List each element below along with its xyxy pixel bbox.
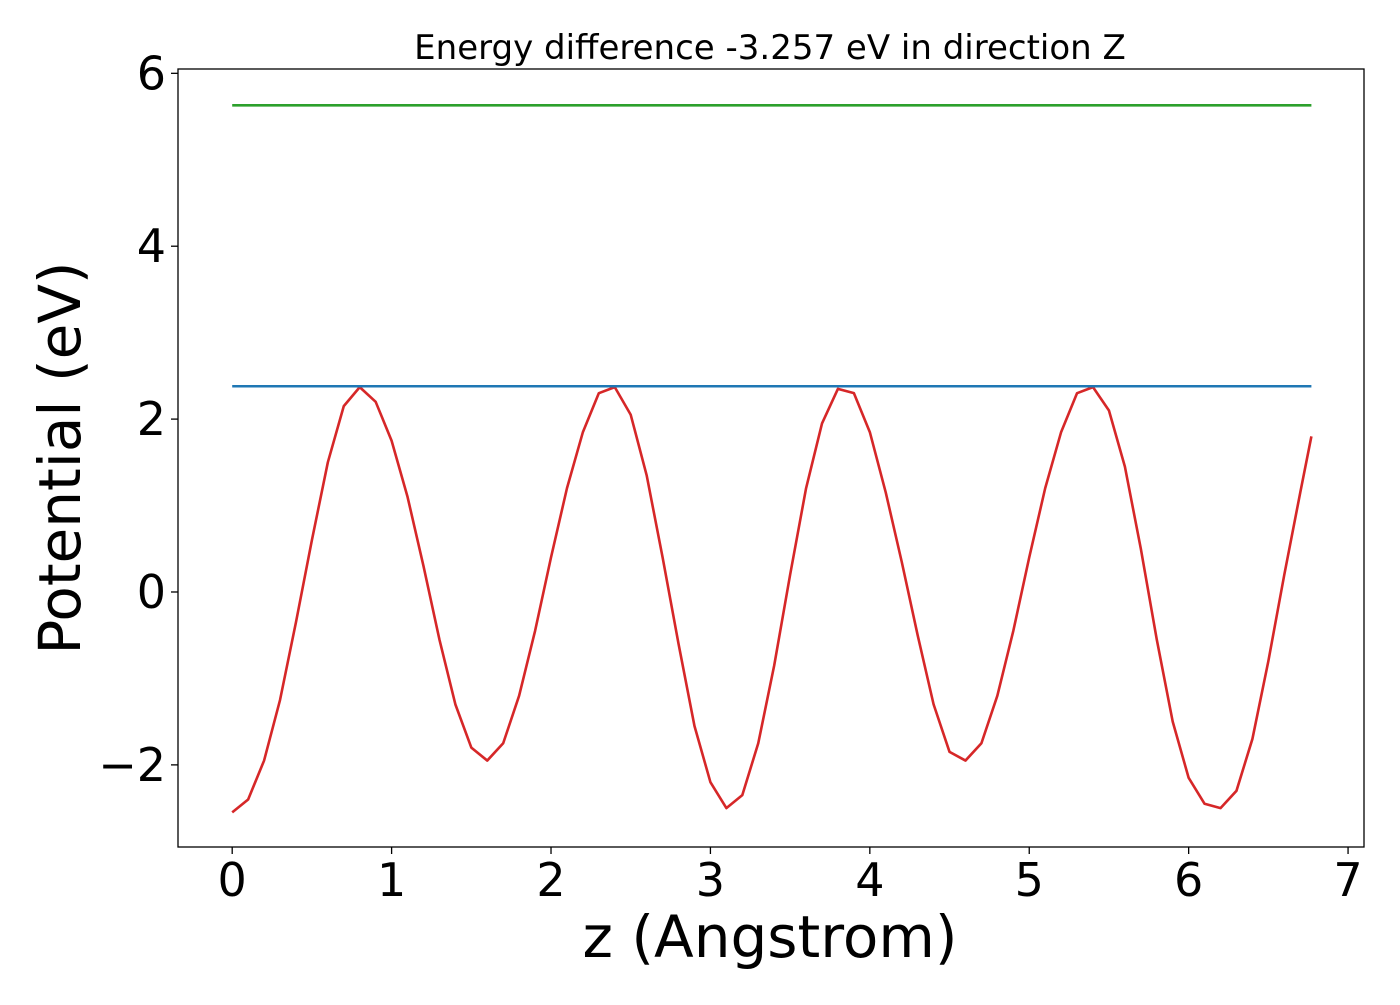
x-tick-label: 4 — [855, 853, 884, 907]
x-tick-label: 2 — [536, 853, 565, 907]
y-tick-label: −2 — [98, 738, 166, 792]
plot-area — [177, 68, 1365, 848]
x-tick-label: 1 — [377, 853, 406, 907]
series-line-1 — [231, 385, 1313, 814]
x-tick-label: 6 — [1174, 853, 1203, 907]
y-tick-label: 4 — [137, 219, 166, 273]
x-tick-label: 0 — [218, 853, 247, 907]
y-tick-label: 6 — [137, 46, 166, 100]
chart-title: Energy difference -3.257 eV in direction… — [414, 28, 1126, 68]
x-axis-ticks: 0 1 2 3 4 5 6 7 — [218, 847, 1363, 907]
y-axis-ticks: −2 0 2 4 6 — [98, 46, 178, 792]
y-tick-label: 0 — [137, 565, 166, 619]
x-tick-label: 3 — [696, 853, 725, 907]
x-axis-label: z (Angstrom) — [583, 903, 958, 971]
x-tick-label: 5 — [1015, 853, 1044, 907]
y-tick-label: 2 — [137, 392, 166, 446]
axes-frame — [177, 68, 1365, 848]
y-axis-label: Potential (eV) — [26, 261, 94, 654]
x-tick-label: 7 — [1333, 853, 1362, 907]
